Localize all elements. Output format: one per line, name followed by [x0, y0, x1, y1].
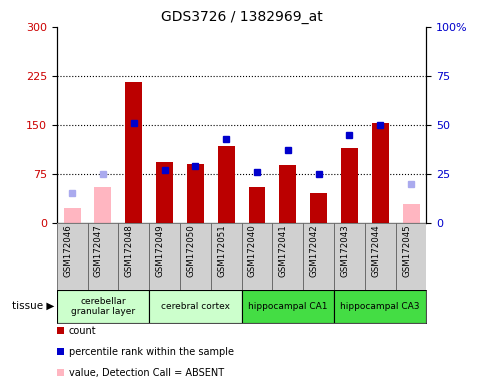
Bar [95, 187, 111, 223]
Bar [242, 290, 334, 323]
Text: GSM172044: GSM172044 [371, 225, 380, 278]
Bar [156, 162, 173, 223]
Text: GSM172047: GSM172047 [94, 225, 103, 278]
Bar [280, 165, 296, 223]
Text: GSM172042: GSM172042 [310, 225, 318, 278]
Text: value, Detection Call = ABSENT: value, Detection Call = ABSENT [69, 368, 224, 378]
Text: count: count [69, 326, 96, 336]
Bar [242, 223, 272, 290]
Text: hippocampal CA1: hippocampal CA1 [248, 302, 327, 311]
Bar [149, 290, 242, 323]
Bar [310, 194, 327, 223]
Text: GSM172046: GSM172046 [63, 225, 72, 278]
Bar [149, 223, 180, 290]
Text: GDS3726 / 1382969_at: GDS3726 / 1382969_at [161, 10, 322, 23]
Bar [395, 223, 426, 290]
Text: GSM172045: GSM172045 [402, 225, 411, 278]
Bar [334, 223, 365, 290]
Text: GSM172048: GSM172048 [125, 225, 134, 278]
Text: GSM172050: GSM172050 [186, 225, 195, 278]
Bar [57, 290, 149, 323]
Bar [125, 83, 142, 223]
Bar [118, 223, 149, 290]
Text: GSM172041: GSM172041 [279, 225, 288, 278]
Bar [403, 204, 420, 223]
Bar [341, 148, 358, 223]
Bar [180, 223, 211, 290]
Text: GSM172051: GSM172051 [217, 225, 226, 278]
Bar [211, 223, 242, 290]
Bar [334, 290, 426, 323]
Text: cerebral cortex: cerebral cortex [161, 302, 230, 311]
Bar [248, 187, 265, 223]
Text: percentile rank within the sample: percentile rank within the sample [69, 347, 234, 357]
Bar [365, 223, 395, 290]
Bar [372, 124, 388, 223]
Bar [303, 223, 334, 290]
Bar [218, 146, 235, 223]
Text: tissue ▶: tissue ▶ [12, 301, 54, 311]
Bar [187, 164, 204, 223]
Text: GSM172043: GSM172043 [340, 225, 350, 278]
Bar [57, 223, 88, 290]
Text: GSM172040: GSM172040 [248, 225, 257, 278]
Text: cerebellar
granular layer: cerebellar granular layer [71, 296, 135, 316]
Bar [88, 223, 118, 290]
Text: GSM172049: GSM172049 [155, 225, 165, 277]
Text: hippocampal CA3: hippocampal CA3 [341, 302, 420, 311]
Bar [64, 209, 80, 223]
Bar [272, 223, 303, 290]
